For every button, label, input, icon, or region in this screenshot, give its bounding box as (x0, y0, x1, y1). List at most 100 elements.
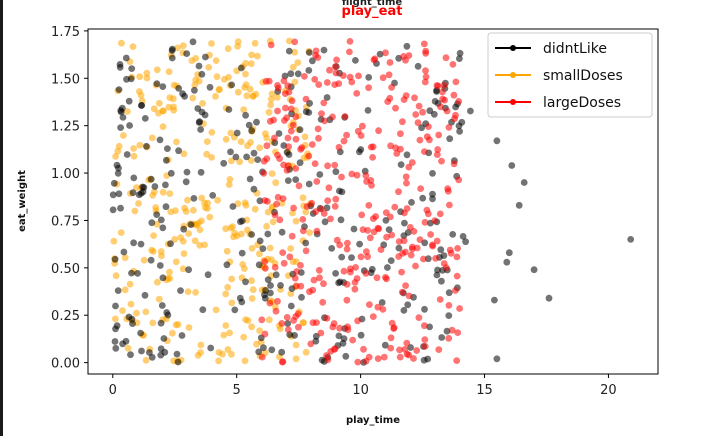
point-smallDoses (208, 129, 216, 136)
legend-label-largeDoses: largeDoses (543, 95, 621, 111)
point-didntLike (189, 38, 197, 46)
point-didntLike (449, 231, 457, 238)
point-smallDoses (121, 286, 129, 294)
point-largeDoses (283, 314, 291, 321)
point-largeDoses (313, 227, 321, 235)
point-largeDoses (311, 76, 319, 83)
point-largeDoses (439, 88, 446, 96)
point-largeDoses (431, 217, 439, 225)
point-didntLike (338, 253, 346, 261)
point-didntLike (137, 240, 145, 248)
point-didntLike (209, 192, 217, 199)
point-largeDoses (330, 346, 338, 353)
point-smallDoses (171, 236, 179, 243)
point-largeDoses (443, 107, 451, 115)
point-didntLike (309, 57, 316, 65)
point-largeDoses (433, 237, 441, 245)
point-didntLike (260, 344, 267, 352)
point-smallDoses (185, 324, 193, 331)
point-didntLike (316, 171, 324, 178)
point-largeDoses (393, 150, 401, 157)
point-didntLike (111, 255, 119, 263)
point-didntLike (116, 61, 124, 68)
point-didntLike (462, 238, 469, 246)
point-largeDoses (280, 259, 288, 267)
point-largeDoses (315, 81, 323, 88)
point-smallDoses (130, 152, 138, 160)
point-didntLike (250, 149, 258, 157)
point-didntLike (109, 191, 117, 199)
point-largeDoses (383, 275, 390, 283)
point-smallDoses (152, 204, 160, 211)
point-largeDoses (278, 320, 286, 327)
point-smallDoses (136, 141, 144, 149)
point-largeDoses (422, 67, 429, 75)
point-didntLike (111, 338, 119, 345)
point-smallDoses (129, 43, 137, 50)
chart-overlapped-title: flight_time (342, 0, 403, 8)
point-didntLike (438, 277, 445, 285)
point-didntLike (183, 168, 191, 176)
point-largeDoses (414, 119, 422, 127)
point-largeDoses (422, 50, 430, 57)
point-largeDoses (352, 264, 359, 271)
point-didntLike (400, 232, 408, 240)
point-didntLike (323, 204, 331, 212)
point-didntLike (158, 302, 166, 309)
point-smallDoses (206, 213, 214, 221)
point-smallDoses (212, 306, 220, 314)
point-smallDoses (243, 92, 251, 100)
point-smallDoses (234, 200, 242, 208)
point-didntLike (250, 185, 258, 193)
point-largeDoses (276, 216, 284, 224)
y-tick-label: 0.50 (51, 262, 80, 277)
point-didntLike (119, 340, 126, 348)
point-largeDoses (398, 268, 405, 276)
point-smallDoses (174, 44, 182, 52)
y-tick-label: 0.00 (51, 357, 80, 372)
point-smallDoses (251, 39, 259, 47)
point-didntLike-outlier (627, 236, 635, 243)
point-largeDoses (369, 154, 376, 161)
point-didntLike (162, 156, 170, 164)
point-largeDoses (271, 211, 279, 219)
point-didntLike (335, 332, 343, 340)
point-largeDoses (371, 55, 379, 63)
point-didntLike (115, 86, 123, 93)
point-didntLike (296, 159, 304, 167)
point-didntLike (153, 80, 161, 88)
point-largeDoses (383, 233, 390, 241)
point-largeDoses (387, 344, 395, 352)
point-largeDoses (438, 157, 445, 165)
point-didntLike (284, 177, 292, 185)
point-largeDoses (303, 203, 311, 210)
point-smallDoses (201, 241, 209, 249)
point-didntLike (332, 270, 339, 277)
point-didntLike (253, 118, 260, 126)
point-smallDoses (249, 286, 257, 294)
point-largeDoses (354, 358, 362, 366)
point-didntLike-outlier (493, 355, 501, 363)
point-largeDoses (282, 104, 289, 112)
y-tick-label: 1.75 (51, 25, 80, 40)
point-didntLike (424, 255, 432, 263)
point-smallDoses (184, 288, 192, 295)
point-didntLike (134, 270, 142, 277)
point-largeDoses (445, 302, 453, 309)
point-smallDoses (167, 208, 175, 216)
point-largeDoses (374, 303, 382, 311)
y-tick-label: 1.00 (51, 167, 80, 182)
point-smallDoses (157, 248, 165, 255)
point-largeDoses (433, 151, 441, 159)
point-didntLike (433, 271, 441, 279)
point-largeDoses (336, 324, 343, 332)
point-smallDoses (251, 205, 259, 213)
point-didntLike (167, 240, 174, 248)
point-largeDoses (412, 111, 420, 118)
point-smallDoses (137, 91, 145, 99)
point-largeDoses (455, 98, 463, 105)
point-largeDoses (363, 248, 370, 256)
point-largeDoses (436, 296, 444, 303)
point-smallDoses (247, 139, 255, 146)
point-smallDoses (224, 283, 232, 291)
